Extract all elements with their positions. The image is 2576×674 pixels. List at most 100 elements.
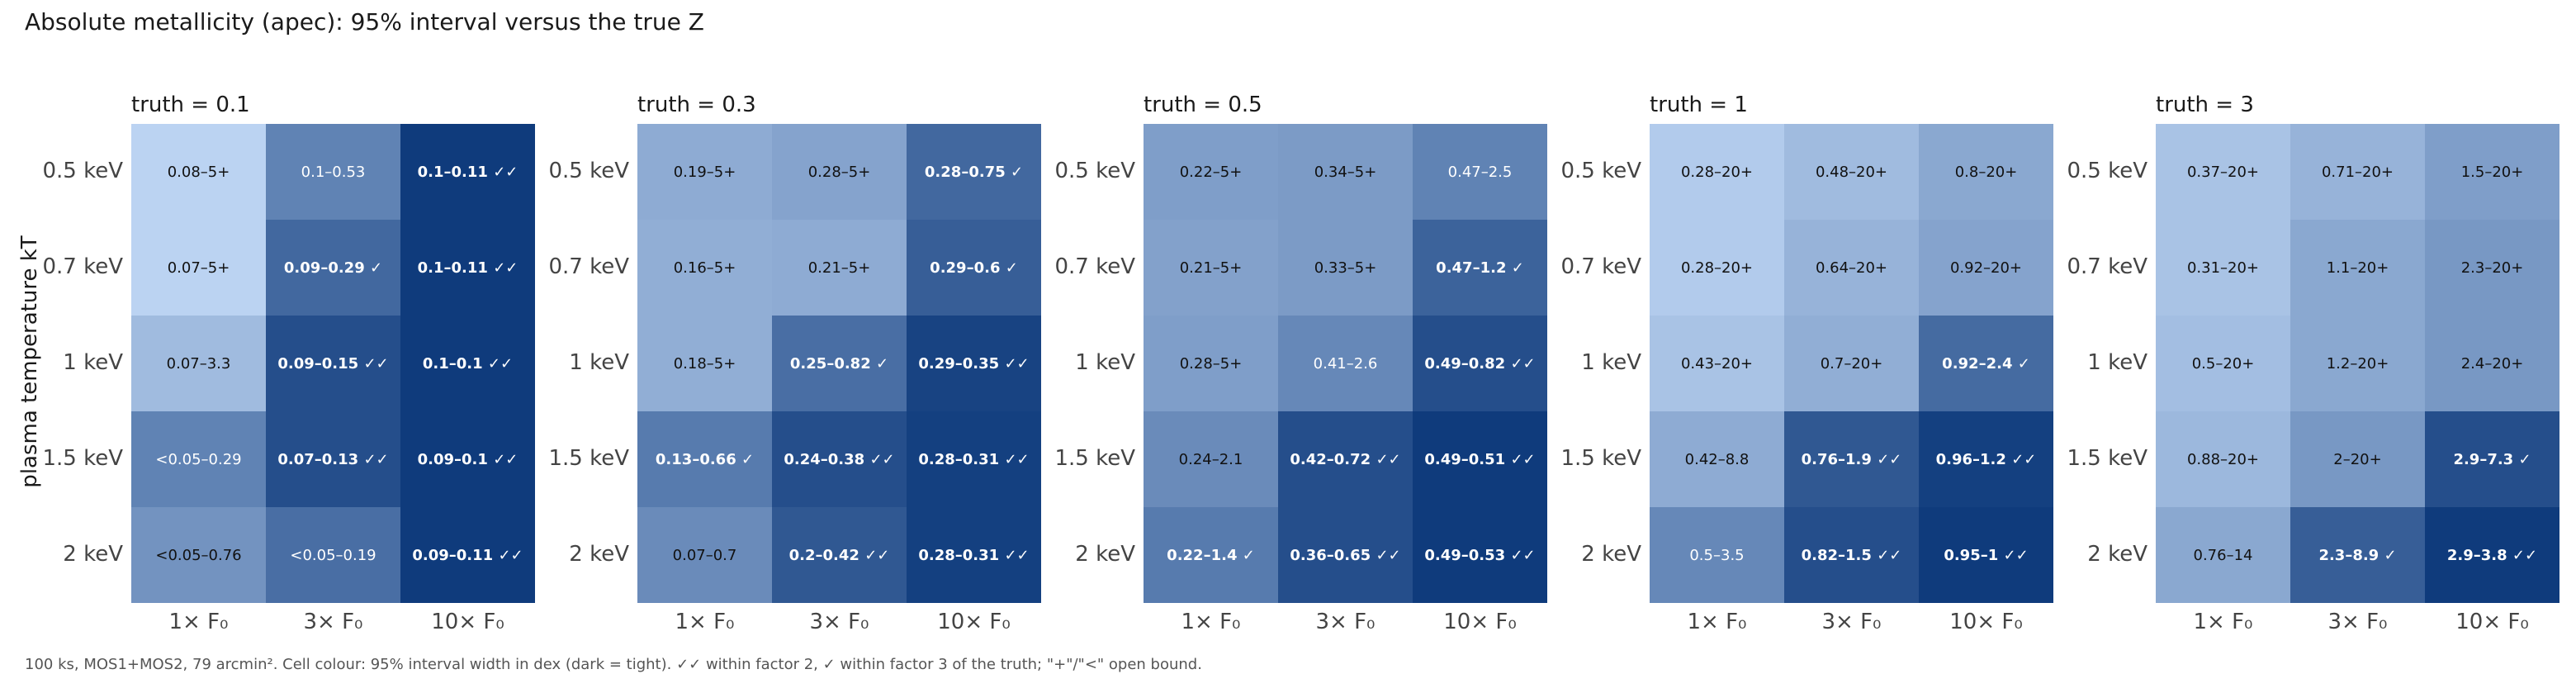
heatmap-cell: 0.64–20+ (1784, 220, 1919, 316)
y-tick-label: 1 keV (63, 350, 123, 375)
panel-title: truth = 1 (1650, 93, 1748, 117)
heatmap-cell: 0.42–8.8 (1650, 411, 1784, 507)
heatmap-cell: 0.28–0.31 ✓✓ (907, 411, 1041, 507)
heatmap-cell: 0.21–5+ (772, 220, 907, 316)
heatmap-cell: 0.29–0.6 ✓ (907, 220, 1041, 316)
heatmap-cell: 1.2–20+ (2290, 316, 2425, 411)
heatmap-cell: 0.07–0.13 ✓✓ (266, 411, 400, 507)
heatmap-cell: 0.5–3.5 (1650, 507, 1784, 603)
heatmap-cell: 0.92–20+ (1919, 220, 2053, 316)
y-tick-label: 1.5 keV (42, 446, 123, 471)
chart-title: Absolute metallicity (apec): 95% interva… (25, 8, 704, 36)
y-tick-label: 0.7 keV (1560, 254, 1641, 279)
y-tick-label: 1.5 keV (1560, 446, 1641, 471)
heatmap-cell: 0.19–5+ (637, 124, 772, 220)
heatmap-cell: 0.31–20+ (2156, 220, 2290, 316)
heatmap-cell: 0.47–1.2 ✓ (1413, 220, 1547, 316)
y-tick-label: 2 keV (63, 542, 123, 567)
heatmap-cell: 0.28–5+ (772, 124, 907, 220)
y-tick-label: 1.5 keV (1054, 446, 1135, 471)
heatmap-cell: 0.07–3.3 (131, 316, 266, 411)
y-tick-label: 1.5 keV (2067, 446, 2147, 471)
heatmap-cell: 0.09–0.11 ✓✓ (400, 507, 535, 603)
heatmap-cell: 0.47–2.5 (1413, 124, 1547, 220)
x-tick-label: 1× F₀ (1181, 610, 1241, 634)
heatmap-cell: 0.71–20+ (2290, 124, 2425, 220)
y-tick-label: 0.5 keV (1054, 159, 1135, 183)
heatmap-cell: 1.5–20+ (2425, 124, 2559, 220)
heatmap-cell: 0.28–0.31 ✓✓ (907, 507, 1041, 603)
y-tick-label: 2 keV (569, 542, 629, 567)
heatmap-cell: 0.18–5+ (637, 316, 772, 411)
heatmap-cell: 1.1–20+ (2290, 220, 2425, 316)
heatmap-cell: 0.8–20+ (1919, 124, 2053, 220)
heatmap-cell: <0.05–0.29 (131, 411, 266, 507)
heatmap-cell: <0.05–0.19 (266, 507, 400, 603)
y-tick-label: 0.5 keV (42, 159, 123, 183)
heatmap-cell: 0.1–0.11 ✓✓ (400, 220, 535, 316)
heatmap-cell: 0.92–2.4 ✓ (1919, 316, 2053, 411)
panel-title: truth = 3 (2156, 93, 2254, 117)
heatmap-cell: 2.4–20+ (2425, 316, 2559, 411)
heatmap-cell: 0.25–0.82 ✓ (772, 316, 907, 411)
x-tick-label: 3× F₀ (1821, 610, 1882, 634)
x-tick-label: 1× F₀ (675, 610, 735, 634)
x-tick-label: 10× F₀ (2455, 610, 2529, 634)
heatmap-cell: 0.76–1.9 ✓✓ (1784, 411, 1919, 507)
heatmap-cell: 0.7–20+ (1784, 316, 1919, 411)
y-tick-label: 1 keV (569, 350, 629, 375)
x-tick-label: 1× F₀ (1687, 610, 1747, 634)
panel-title: truth = 0.5 (1144, 93, 1262, 117)
heatmap-cell: 0.29–0.35 ✓✓ (907, 316, 1041, 411)
heatmap-cell: 0.34–5+ (1278, 124, 1413, 220)
heatmap-cell: 0.08–5+ (131, 124, 266, 220)
y-tick-label: 1 keV (1581, 350, 1641, 375)
y-tick-label: 0.5 keV (2067, 159, 2147, 183)
x-tick-label: 10× F₀ (937, 610, 1011, 634)
heatmap-cell: 0.22–5+ (1144, 124, 1278, 220)
heatmap-cell: 0.07–5+ (131, 220, 266, 316)
y-tick-label: 0.5 keV (548, 159, 629, 183)
panel-title: truth = 0.1 (131, 93, 250, 117)
y-tick-label: 1.5 keV (548, 446, 629, 471)
y-tick-label: 2 keV (1075, 542, 1135, 567)
y-tick-label: 2 keV (1581, 542, 1641, 567)
heatmap-cell: 0.22–1.4 ✓ (1144, 507, 1278, 603)
heatmap-cell: 0.16–5+ (637, 220, 772, 316)
heatmap-cell: 0.5–20+ (2156, 316, 2290, 411)
heatmap-cell: 0.09–0.29 ✓ (266, 220, 400, 316)
y-tick-label: 0.7 keV (548, 254, 629, 279)
heatmap-cell: 0.33–5+ (1278, 220, 1413, 316)
heatmap-cell: 0.09–0.15 ✓✓ (266, 316, 400, 411)
heatmap-cell: 0.24–0.38 ✓✓ (772, 411, 907, 507)
x-tick-label: 10× F₀ (1949, 610, 2023, 634)
heatmap-cell: <0.05–0.76 (131, 507, 266, 603)
heatmap-cell: 0.42–0.72 ✓✓ (1278, 411, 1413, 507)
x-tick-label: 1× F₀ (168, 610, 229, 634)
heatmap-cell: 0.28–0.75 ✓ (907, 124, 1041, 220)
heatmap-cell: 0.82–1.5 ✓✓ (1784, 507, 1919, 603)
x-tick-label: 3× F₀ (303, 610, 363, 634)
heatmap-cell: 2–20+ (2290, 411, 2425, 507)
heatmap-cell: 2.9–7.3 ✓ (2425, 411, 2559, 507)
heatmap-cell: 0.28–5+ (1144, 316, 1278, 411)
heatmap-cell: 0.48–20+ (1784, 124, 1919, 220)
y-tick-label: 1 keV (2087, 350, 2147, 375)
heatmap-cell: 0.49–0.82 ✓✓ (1413, 316, 1547, 411)
heatmap-cell: 2.9–3.8 ✓✓ (2425, 507, 2559, 603)
x-tick-label: 1× F₀ (2193, 610, 2253, 634)
heatmap-cell: 0.1–0.53 (266, 124, 400, 220)
heatmap-cell: 0.2–0.42 ✓✓ (772, 507, 907, 603)
heatmap-cell: 0.07–0.7 (637, 507, 772, 603)
y-tick-label: 2 keV (2087, 542, 2147, 567)
heatmap-cell: 0.37–20+ (2156, 124, 2290, 220)
footnote: 100 ks, MOS1+MOS2, 79 arcmin². Cell colo… (25, 656, 1202, 673)
heatmap-cell: 0.88–20+ (2156, 411, 2290, 507)
heatmap-cell: 0.95–1 ✓✓ (1919, 507, 2053, 603)
y-tick-label: 0.7 keV (1054, 254, 1135, 279)
heatmap-cell: 0.28–20+ (1650, 220, 1784, 316)
x-tick-label: 3× F₀ (1315, 610, 1376, 634)
y-tick-label: 0.5 keV (1560, 159, 1641, 183)
heatmap-cell: 0.1–0.1 ✓✓ (400, 316, 535, 411)
heatmap-cell: 2.3–20+ (2425, 220, 2559, 316)
